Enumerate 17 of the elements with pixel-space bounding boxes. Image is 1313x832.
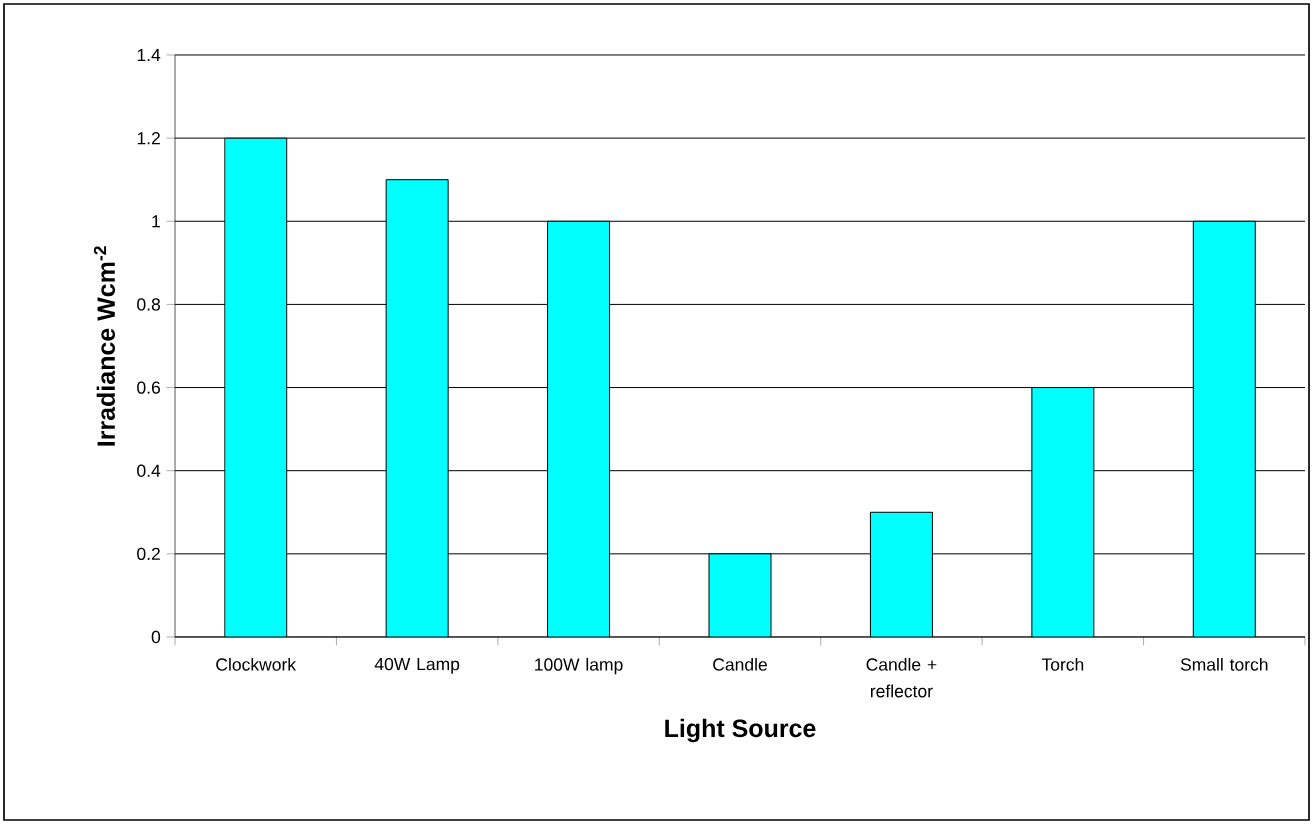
x-axis-title: Light Source (665, 718, 816, 743)
y-tick-label: 1.4 (137, 48, 161, 62)
x-tick-label: Torch (1041, 657, 1084, 671)
x-tick-label: Small torch (1180, 657, 1268, 671)
x-tick-label: Candle (713, 657, 767, 671)
y-tick-label: 0.8 (137, 298, 161, 311)
y-tick-label: 0.6 (137, 381, 161, 394)
y-tick-label: 1 (152, 215, 160, 228)
y-axis-title: Irradiance Wcm$^{-2}$ (93, 246, 115, 446)
y-tick-label: 0 (151, 630, 161, 644)
x-tick-label: Candle + reflector (866, 657, 937, 698)
x-tick-label: Clockwork (216, 657, 297, 671)
y-tick-label: 1.2 (137, 132, 160, 145)
x-tick-label: 100W lamp (535, 657, 623, 675)
y-tick-label: 0.4 (137, 464, 161, 477)
x-tick-label: 40W Lamp (374, 657, 460, 674)
y-tick-label: 0.2 (137, 547, 160, 561)
